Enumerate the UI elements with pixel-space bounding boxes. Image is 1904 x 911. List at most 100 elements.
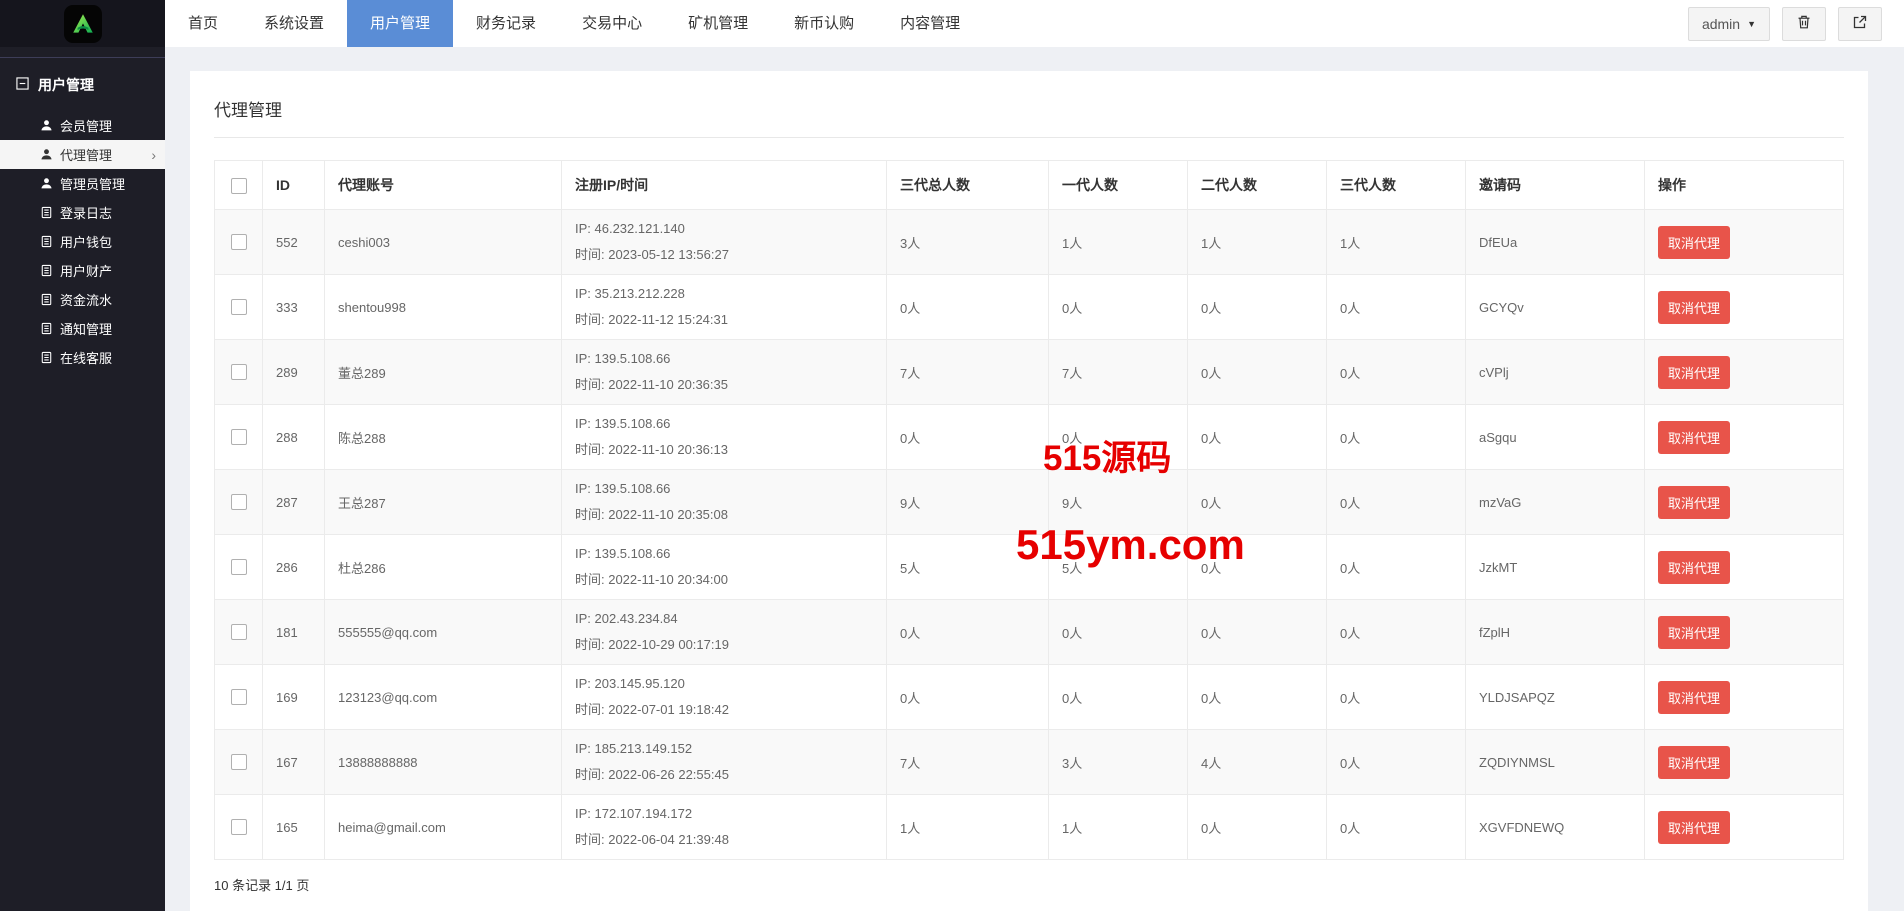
- cell-gen3: 0人: [1326, 794, 1466, 860]
- cell-invite-code: XGVFDNEWQ: [1465, 794, 1645, 860]
- cell-action: 取消代理: [1644, 599, 1844, 665]
- cell-action: 取消代理: [1644, 469, 1844, 535]
- nav-tab-7[interactable]: 内容管理: [900, 15, 961, 32]
- row-checkbox[interactable]: [230, 234, 247, 251]
- column-header-4: 一代人数: [1048, 160, 1188, 210]
- sidebar-item-6[interactable]: 资金流水›: [0, 285, 165, 314]
- sidebar-group-header[interactable]: 用户管理: [0, 58, 165, 111]
- cell-account: heima@gmail.com: [324, 794, 562, 860]
- cell-gen3: 0人: [1326, 729, 1466, 795]
- row-checkbox[interactable]: [230, 754, 247, 771]
- cell-ip-time: IP: 139.5.108.66 时间: 2022-11-10 20:35:08: [561, 469, 887, 535]
- column-header-2: 注册IP/时间: [561, 160, 887, 210]
- cell-invite-code: DfEUa: [1465, 209, 1645, 275]
- time-line: 时间: 2022-11-10 20:36:13: [575, 442, 728, 457]
- app-logo[interactable]: [0, 0, 165, 47]
- cancel-agent-button[interactable]: 取消代理: [1658, 290, 1731, 324]
- cancel-agent-button[interactable]: 取消代理: [1658, 615, 1731, 649]
- user-icon: [40, 177, 53, 190]
- nav-tab-6[interactable]: 新币认购: [794, 15, 855, 32]
- nav-tab-3[interactable]: 财务记录: [476, 15, 537, 32]
- record-count: 10 条记录 1/1 页: [214, 878, 310, 893]
- sidebar-item-4[interactable]: 用户钱包›: [0, 227, 165, 256]
- trash-button[interactable]: [1782, 6, 1826, 41]
- row-checkbox[interactable]: [230, 624, 247, 641]
- nav-tab-1[interactable]: 系统设置: [264, 15, 325, 32]
- column-header-5: 二代人数: [1187, 160, 1327, 210]
- cancel-agent-button[interactable]: 取消代理: [1658, 225, 1731, 259]
- cancel-agent-button[interactable]: 取消代理: [1658, 355, 1731, 389]
- sidebar-item-8[interactable]: 在线客服›: [0, 343, 165, 372]
- row-checkbox[interactable]: [230, 299, 247, 316]
- cell-ip-time: IP: 46.232.121.140 时间: 2023-05-12 13:56:2…: [561, 209, 887, 275]
- time-line: 时间: 2022-07-01 19:18:42: [575, 702, 729, 717]
- row-checkbox[interactable]: [230, 429, 247, 446]
- cell-id: 287: [262, 469, 325, 535]
- row-checkbox[interactable]: [230, 689, 247, 706]
- cell-id: 552: [262, 209, 325, 275]
- cancel-agent-button[interactable]: 取消代理: [1658, 485, 1731, 519]
- cancel-agent-button[interactable]: 取消代理: [1658, 680, 1731, 714]
- main-nav: 首页 系统设置 用户管理 财务记录 交易中心 矿机管理 新币认购 内容管理: [165, 0, 983, 47]
- ip-line: IP: 185.213.149.152: [575, 741, 693, 756]
- nav-tab-0[interactable]: 首页: [188, 15, 219, 32]
- cell-gen2: 4人: [1187, 729, 1327, 795]
- cell-invite-code: JzkMT: [1465, 534, 1645, 600]
- sidebar-item-0[interactable]: 会员管理›: [0, 111, 165, 140]
- cell-account: ceshi003: [324, 209, 562, 275]
- cell-id: 333: [262, 274, 325, 340]
- trash-icon: [1796, 14, 1812, 33]
- time-line: 时间: 2022-06-26 22:55:45: [575, 767, 729, 782]
- page-title: 代理管理: [214, 71, 1844, 138]
- sidebar-menu: 会员管理›代理管理›管理员管理›登录日志›用户钱包›用户财产›资金流水›通知管理…: [0, 111, 165, 372]
- cell-gen-total: 0人: [886, 274, 1049, 340]
- cell-gen3: 0人: [1326, 664, 1466, 730]
- file-icon: [40, 293, 53, 306]
- cell-action: 取消代理: [1644, 534, 1844, 600]
- cell-invite-code: ZQDIYNMSL: [1465, 729, 1645, 795]
- row-checkbox[interactable]: [230, 364, 247, 381]
- cell-gen3: 0人: [1326, 599, 1466, 665]
- cancel-agent-button[interactable]: 取消代理: [1658, 420, 1731, 454]
- logout-button[interactable]: [1838, 6, 1882, 41]
- cell-gen3: 0人: [1326, 469, 1466, 535]
- row-checkbox[interactable]: [230, 559, 247, 576]
- sidebar-item-2[interactable]: 管理员管理›: [0, 169, 165, 198]
- time-line: 时间: 2023-05-12 13:56:27: [575, 247, 729, 262]
- cancel-agent-button[interactable]: 取消代理: [1658, 810, 1731, 844]
- nav-tab-2[interactable]: 用户管理: [347, 0, 454, 47]
- cell-gen-total: 7人: [886, 729, 1049, 795]
- cell-gen3: 0人: [1326, 404, 1466, 470]
- select-all-checkbox[interactable]: [230, 177, 247, 194]
- time-line: 时间: 2022-06-04 21:39:48: [575, 832, 729, 847]
- cell-gen2: 0人: [1187, 664, 1327, 730]
- table-row: 165 heima@gmail.com IP: 172.107.194.172 时间:…: [214, 794, 1844, 860]
- cell-account: 王总287: [324, 469, 562, 535]
- nav-tab-5[interactable]: 矿机管理: [688, 15, 749, 32]
- cell-gen-total: 3人: [886, 209, 1049, 275]
- row-checkbox[interactable]: [230, 494, 247, 511]
- sidebar-item-1[interactable]: 代理管理 ›: [0, 140, 165, 169]
- admin-menu-button[interactable]: admin ▼: [1687, 6, 1770, 41]
- sidebar-item-3[interactable]: 登录日志›: [0, 198, 165, 227]
- row-checkbox[interactable]: [230, 819, 247, 836]
- sidebar-item-5[interactable]: 用户财产›: [0, 256, 165, 285]
- cell-ip-time: IP: 202.43.234.84 时间: 2022-10-29 00:17:19: [561, 599, 887, 665]
- sidebar-item-7[interactable]: 通知管理›: [0, 314, 165, 343]
- cancel-agent-button[interactable]: 取消代理: [1658, 550, 1731, 584]
- cell-gen1: 0人: [1048, 404, 1188, 470]
- cell-invite-code: fZplH: [1465, 599, 1645, 665]
- cell-gen2: 0人: [1187, 534, 1327, 600]
- ip-line: IP: 139.5.108.66: [575, 481, 671, 496]
- nav-tab-4[interactable]: 交易中心: [582, 15, 643, 32]
- cell-action: 取消代理: [1644, 729, 1844, 795]
- ip-line: IP: 202.43.234.84: [575, 611, 678, 626]
- sidebar-item-label: 登录日志: [60, 206, 113, 221]
- cell-gen-total: 5人: [886, 534, 1049, 600]
- cell-gen2: 0人: [1187, 794, 1327, 860]
- sidebar-item-label: 代理管理: [60, 148, 113, 163]
- file-icon: [40, 235, 53, 248]
- cell-gen-total: 0人: [886, 599, 1049, 665]
- cancel-agent-button[interactable]: 取消代理: [1658, 745, 1731, 779]
- logout-icon: [1852, 14, 1868, 33]
